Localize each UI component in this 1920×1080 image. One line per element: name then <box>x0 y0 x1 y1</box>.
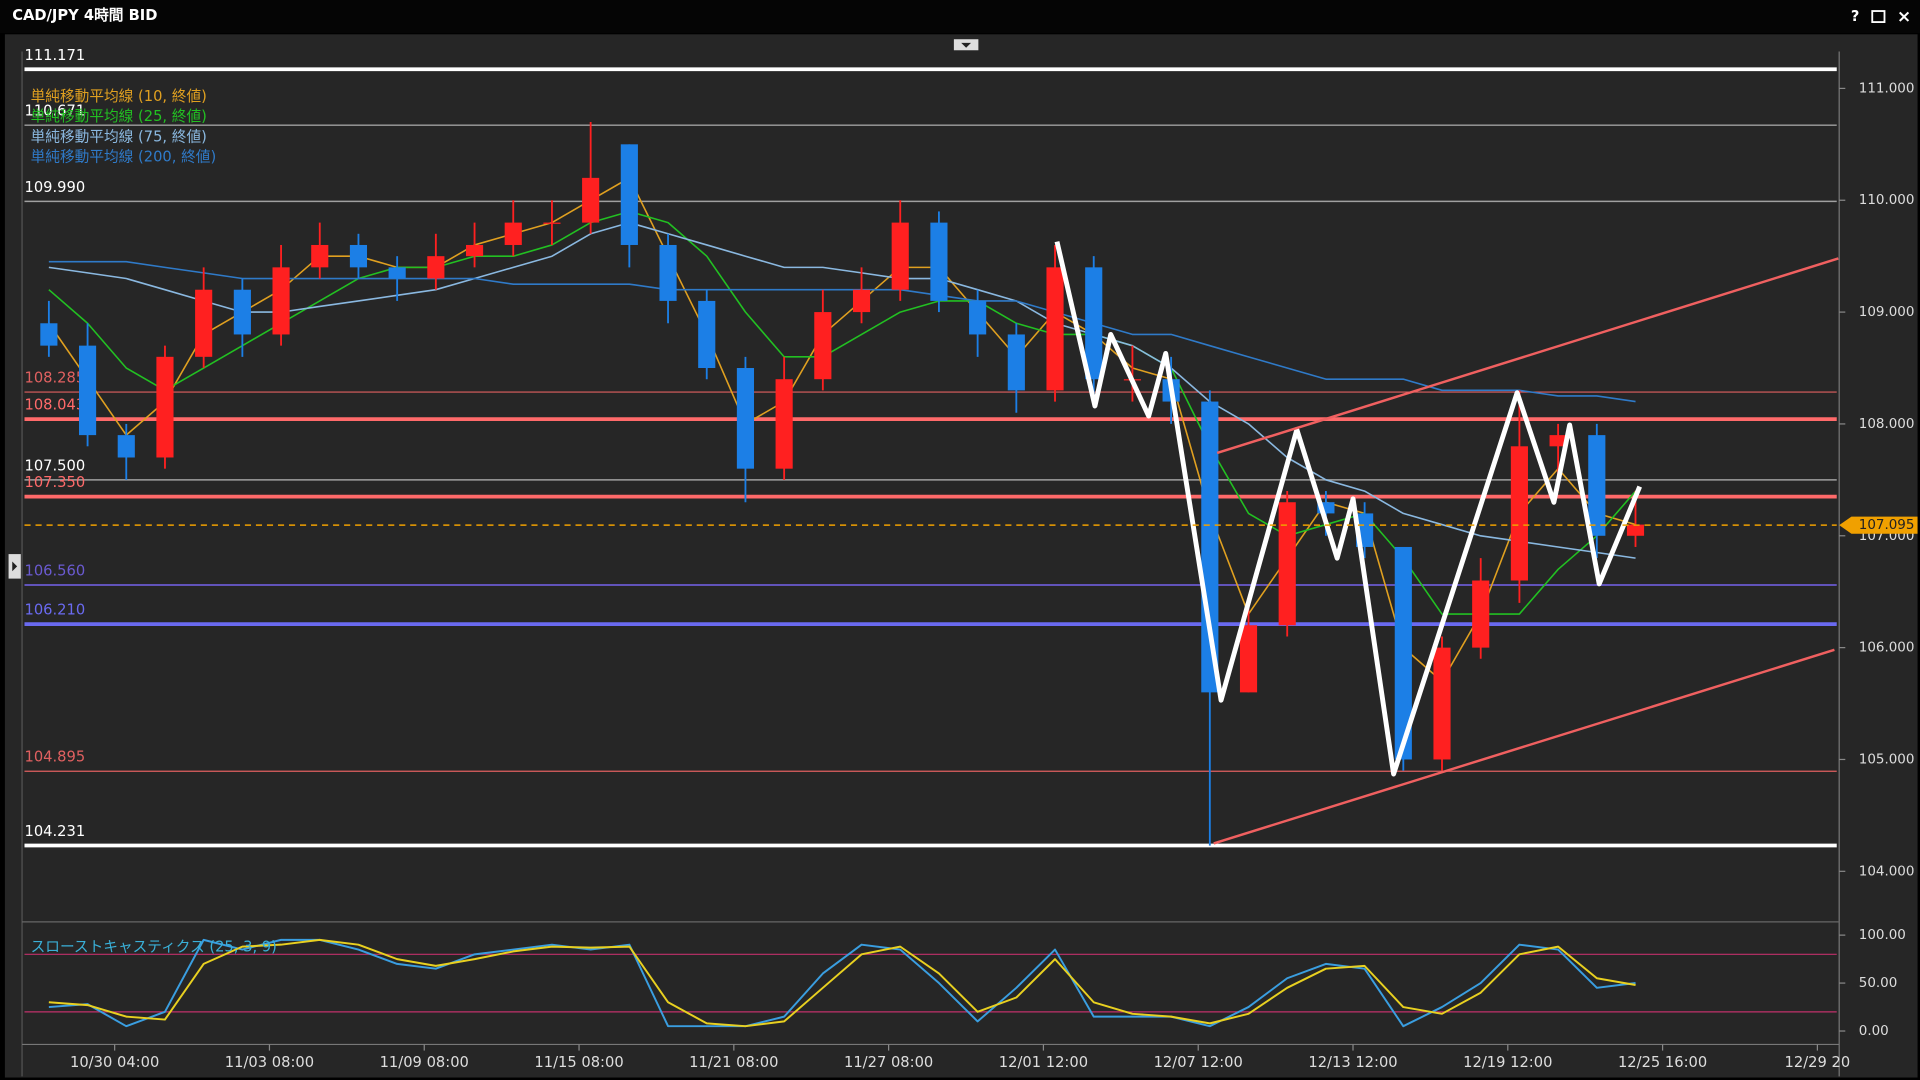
candle-body <box>40 323 58 346</box>
moving-average-line <box>48 260 1636 403</box>
candle-body <box>543 222 561 224</box>
x-tick-label: 11/09 08:00 <box>380 1054 469 1071</box>
candle-body <box>156 356 174 458</box>
y-tick-label: 111.000 <box>1859 80 1915 96</box>
drawn-line <box>1216 257 1839 455</box>
y-tick-label: 108.000 <box>1859 416 1915 432</box>
x-tick-label: 12/07 12:00 <box>1154 1054 1243 1071</box>
y-tick-label: 0.00 <box>1859 1023 1889 1039</box>
y-tick-label: 104.000 <box>1859 863 1915 879</box>
candle-body <box>195 289 213 357</box>
candle-body <box>698 300 716 369</box>
title-bar <box>0 0 1920 34</box>
x-tick-label: 12/25 16:00 <box>1618 1054 1707 1071</box>
level-label: 107.350 <box>24 474 85 491</box>
candle-body <box>1278 502 1296 626</box>
candle-body <box>620 144 638 245</box>
maximize-button[interactable] <box>1871 10 1886 23</box>
candle-body <box>504 222 522 245</box>
help-button[interactable]: ? <box>1851 8 1860 25</box>
candle-body <box>1007 334 1025 391</box>
legend-entry: 単純移動平均線 (75, 終値) <box>31 128 207 145</box>
legend-entry: 単純移動平均線 (200, 終値) <box>31 149 217 166</box>
candle-body <box>233 289 251 335</box>
drawn-line <box>1213 648 1835 845</box>
level-label: 104.231 <box>24 823 85 840</box>
chart-panel <box>4 34 1918 1078</box>
candle-body <box>1046 267 1064 391</box>
candle-body <box>388 267 406 279</box>
y-tick-label: 106.000 <box>1859 640 1915 656</box>
candle-body <box>1317 502 1335 514</box>
candle-body <box>1433 647 1451 760</box>
candle-body <box>775 379 793 469</box>
candle-body <box>78 345 97 436</box>
x-tick-label: 12/19 12:00 <box>1463 1054 1552 1071</box>
y-tick-label: 50.00 <box>1859 975 1898 991</box>
current-price-tag <box>1839 516 1918 534</box>
level-label: 110.671 <box>24 103 85 120</box>
level-label: 107.500 <box>24 457 85 474</box>
collapse-icon <box>961 42 972 48</box>
y-tick-label: 100.00 <box>1859 927 1906 943</box>
indicator-title: スローストキャスティクス (25, 3, 9) <box>31 939 277 956</box>
candle-body <box>349 244 368 268</box>
candle-body <box>117 435 135 458</box>
level-label: 109.990 <box>24 179 85 196</box>
candle-body <box>1510 446 1528 581</box>
x-tick-label: 11/21 08:00 <box>689 1054 778 1071</box>
legend-entry: 単純移動平均線 (10, 終値) <box>31 88 207 105</box>
legend-entry: 単純移動平均線 (25, 終値) <box>31 108 207 125</box>
moving-average-line <box>48 221 1636 559</box>
x-tick-label: 10/30 04:00 <box>70 1054 159 1071</box>
side-tab-icon <box>12 561 18 572</box>
candle-body <box>1201 401 1219 693</box>
x-tick-label: 11/15 08:00 <box>534 1054 623 1071</box>
level-label: 106.560 <box>24 563 85 580</box>
window-title: CAD/JPY 4時間 BID <box>12 6 157 24</box>
candle-body <box>427 256 445 279</box>
y-tick-label: 110.000 <box>1859 192 1915 208</box>
candle-body <box>1394 546 1412 760</box>
candle-body <box>311 244 329 268</box>
candle-body <box>659 244 677 301</box>
candle-body <box>969 300 987 335</box>
drawn-line <box>1054 241 1642 777</box>
candle-body <box>814 312 832 380</box>
candle-body <box>1588 435 1606 536</box>
candle-body <box>891 222 909 290</box>
level-label: 104.895 <box>24 749 85 766</box>
candle-body <box>930 222 948 301</box>
close-button[interactable]: × <box>1897 7 1911 27</box>
candle-body <box>1472 580 1490 648</box>
candle-body <box>852 289 871 313</box>
candle-body <box>1085 267 1103 380</box>
candle-body <box>736 368 755 469</box>
candle-body <box>272 267 290 335</box>
current-price-label: 107.095 <box>1859 517 1915 533</box>
candle-body <box>582 177 600 223</box>
x-tick-label: 11/27 08:00 <box>844 1054 933 1071</box>
y-tick-label: 109.000 <box>1859 304 1915 320</box>
x-tick-label: 12/29 20 <box>1785 1054 1851 1071</box>
candle-body <box>1239 625 1258 693</box>
candle-body <box>1549 435 1567 447</box>
level-label: 106.210 <box>24 602 85 619</box>
x-tick-label: 12/01 12:00 <box>999 1054 1088 1071</box>
level-label: 108.043 <box>24 397 85 414</box>
level-label: 108.285 <box>24 370 85 387</box>
oscillator-line <box>48 938 1636 1028</box>
plot-layer: 104.000105.000106.000107.000108.000109.0… <box>24 47 1918 1071</box>
candle-body <box>465 244 484 257</box>
level-label: 111.171 <box>24 47 85 64</box>
x-tick-label: 11/03 08:00 <box>225 1054 314 1071</box>
y-tick-label: 105.000 <box>1859 751 1915 767</box>
x-tick-label: 12/13 12:00 <box>1308 1054 1397 1071</box>
candle-body <box>1626 524 1645 536</box>
